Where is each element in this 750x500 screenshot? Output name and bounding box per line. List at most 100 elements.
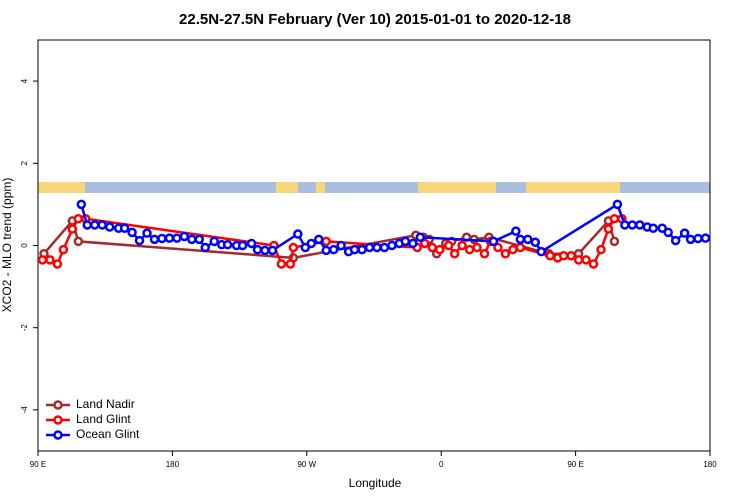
data-point bbox=[127, 227, 137, 238]
data-point bbox=[700, 233, 711, 243]
data-point bbox=[157, 233, 167, 244]
data-point bbox=[285, 259, 296, 269]
data-point bbox=[267, 245, 278, 256]
data-point bbox=[52, 259, 63, 269]
data-point bbox=[663, 227, 673, 238]
data-point bbox=[530, 237, 541, 247]
data-point bbox=[420, 238, 430, 249]
data-point bbox=[400, 236, 411, 247]
data-point bbox=[488, 236, 499, 247]
data-point bbox=[434, 244, 445, 255]
x-tick-label: 90 W bbox=[297, 460, 316, 469]
data-point bbox=[479, 248, 490, 259]
data-point bbox=[685, 234, 696, 245]
data-point bbox=[508, 244, 518, 255]
legend-marker bbox=[53, 430, 63, 440]
data-point bbox=[357, 244, 367, 255]
y-tick-label: 2 bbox=[20, 161, 29, 166]
data-point bbox=[97, 220, 107, 230]
x-tick-label: 90 E bbox=[30, 460, 46, 469]
data-point bbox=[321, 245, 331, 256]
x-tick-label: 180 bbox=[703, 460, 717, 469]
data-point bbox=[464, 244, 475, 255]
data-point bbox=[408, 238, 418, 249]
data-point bbox=[609, 214, 620, 224]
data-point bbox=[349, 244, 360, 255]
data-point bbox=[313, 234, 324, 245]
data-point bbox=[89, 220, 100, 230]
x-tick-label: 90 E bbox=[567, 460, 583, 469]
data-point bbox=[457, 240, 467, 251]
data-point bbox=[104, 222, 115, 232]
data-point bbox=[194, 234, 205, 245]
data-point bbox=[536, 246, 547, 257]
legend-marker bbox=[53, 415, 63, 425]
y-axis-label: XCO2 - MLO trend (ppm) bbox=[0, 178, 14, 313]
legend-label: Land Nadir bbox=[76, 397, 135, 411]
data-point bbox=[511, 226, 521, 236]
data-point bbox=[493, 242, 503, 253]
data-point bbox=[37, 255, 48, 265]
data-point bbox=[679, 228, 690, 238]
data-point bbox=[449, 248, 460, 259]
data-point bbox=[336, 240, 346, 251]
data-point bbox=[573, 255, 584, 265]
data-point bbox=[657, 223, 667, 233]
data-point bbox=[500, 248, 511, 259]
data-point bbox=[187, 234, 197, 245]
data-point bbox=[142, 228, 152, 238]
data-point bbox=[288, 242, 299, 253]
legend-label: Land Glint bbox=[76, 412, 131, 426]
data-point bbox=[276, 259, 287, 269]
x-tick-label: 180 bbox=[166, 460, 180, 469]
data-point bbox=[45, 255, 55, 265]
data-point bbox=[648, 223, 659, 233]
data-point bbox=[328, 244, 339, 255]
data-point bbox=[252, 244, 263, 255]
y-tick-label: 4 bbox=[20, 78, 29, 83]
data-point bbox=[300, 242, 311, 253]
chart-title: 22.5N-27.5N February (Ver 10) 2015-01-01… bbox=[179, 11, 571, 28]
data-point bbox=[246, 238, 257, 249]
data-point bbox=[588, 259, 599, 269]
data-point bbox=[379, 242, 390, 253]
data-point bbox=[558, 251, 569, 261]
data-point bbox=[415, 232, 426, 243]
data-point bbox=[172, 233, 182, 243]
data-point bbox=[134, 235, 145, 246]
data-point bbox=[58, 244, 69, 255]
data-point bbox=[149, 234, 160, 245]
data-point bbox=[566, 251, 576, 261]
data-point bbox=[443, 240, 454, 251]
data-point bbox=[293, 229, 303, 239]
data-point bbox=[612, 199, 623, 210]
data-point bbox=[222, 239, 233, 250]
data-point bbox=[76, 199, 87, 210]
data-point bbox=[387, 240, 397, 251]
data-point bbox=[523, 234, 533, 245]
data-point bbox=[321, 236, 331, 247]
data-point bbox=[427, 242, 437, 253]
x-axis-label: Longitude bbox=[349, 476, 402, 490]
data-point bbox=[635, 220, 645, 230]
land-ocean-strip bbox=[38, 182, 710, 193]
x-tick-label: 0 bbox=[439, 460, 444, 469]
y-tick-label: 0 bbox=[20, 243, 29, 248]
data-point bbox=[200, 242, 211, 253]
data-point bbox=[73, 236, 84, 247]
data-point bbox=[237, 240, 248, 251]
data-point bbox=[472, 242, 482, 253]
data-point bbox=[515, 234, 526, 245]
data-point bbox=[119, 223, 130, 233]
data-point bbox=[603, 224, 614, 234]
data-point bbox=[73, 214, 84, 224]
data-point bbox=[515, 242, 526, 253]
data-point bbox=[179, 231, 190, 242]
data-point bbox=[609, 236, 620, 247]
data-point bbox=[545, 251, 555, 261]
data-point bbox=[164, 233, 175, 243]
data-point bbox=[620, 220, 630, 230]
data-point bbox=[670, 235, 681, 246]
data-point bbox=[596, 244, 606, 255]
